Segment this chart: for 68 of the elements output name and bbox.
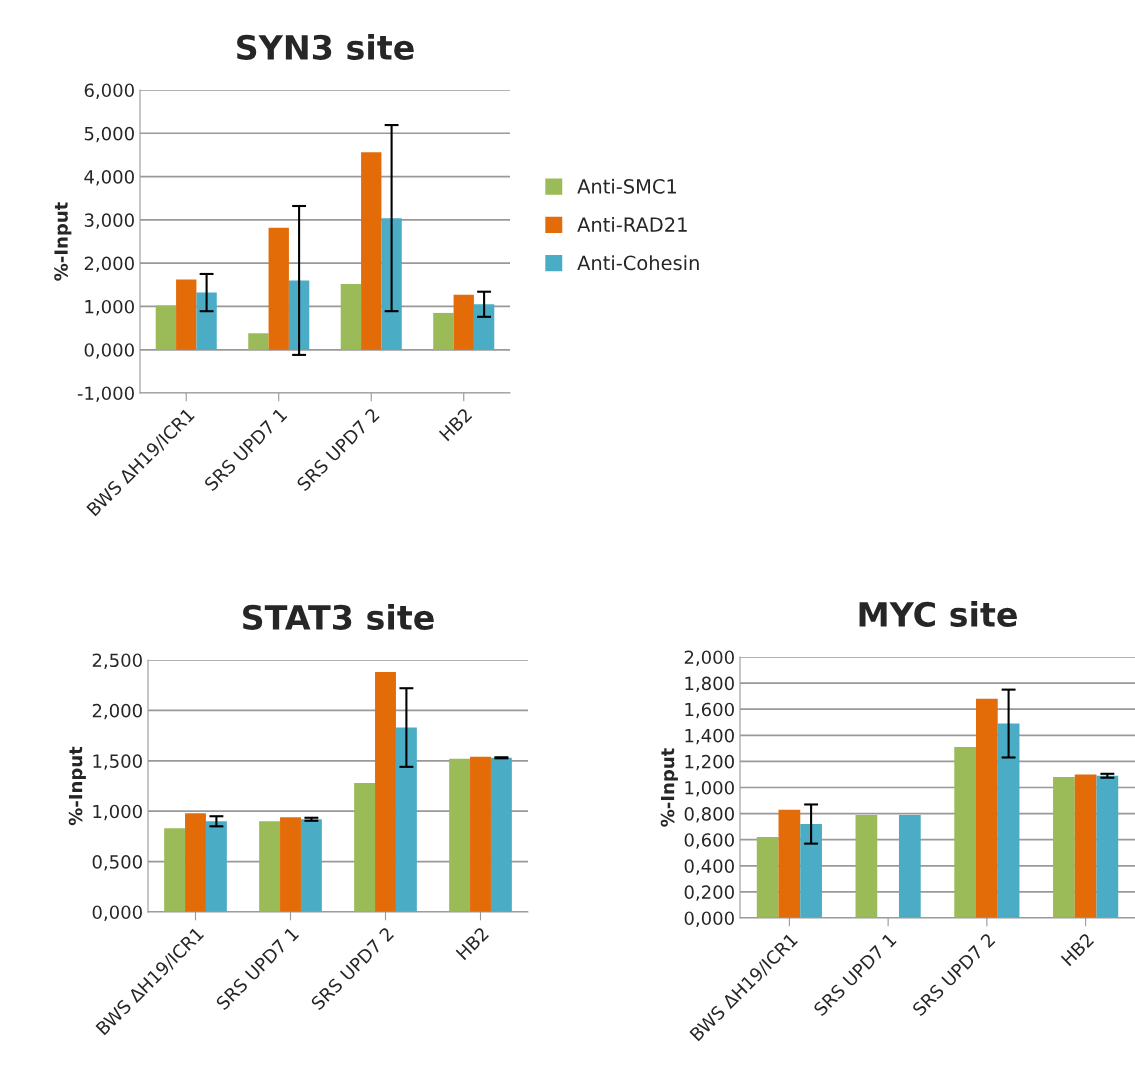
bar <box>381 218 402 350</box>
y-tick-label: 0,200 <box>684 885 734 901</box>
y-tick-label: 0,400 <box>684 859 734 875</box>
bar <box>756 837 779 918</box>
bar <box>449 758 471 912</box>
y-tick-label: 1,600 <box>685 702 734 719</box>
y-tick-label: 1,000 <box>685 780 734 797</box>
y-tick-label: 1,000 <box>85 299 134 316</box>
y-tick-label: 5,000 <box>84 126 134 143</box>
bar <box>1074 774 1097 918</box>
bar <box>155 305 177 350</box>
y-tick-label: 2,000 <box>92 703 142 720</box>
y-tick-label: 2,500 <box>92 653 142 669</box>
bar <box>248 333 269 350</box>
chart-title: MYC site <box>859 601 1017 627</box>
bar <box>268 227 289 350</box>
y-axis-title: %-Input <box>54 202 72 281</box>
y-tick-label: 0,600 <box>684 833 734 849</box>
bar <box>176 279 197 350</box>
chart-title: SYN3 site <box>237 34 414 60</box>
y-tick-label: 1,800 <box>685 676 734 693</box>
chart-title: STAT3 site <box>243 604 434 630</box>
bar <box>997 723 1020 918</box>
y-tick-label: 0,000 <box>92 905 142 921</box>
bar <box>1053 777 1075 918</box>
bar <box>340 283 362 350</box>
y-axis-title: %-Input <box>68 746 86 826</box>
bar <box>205 821 227 912</box>
bar <box>954 747 977 918</box>
bar <box>395 727 417 912</box>
bar <box>433 312 454 350</box>
bar <box>280 817 301 912</box>
bar <box>473 304 495 350</box>
bar <box>855 814 878 918</box>
y-tick-label: 1,200 <box>685 754 734 771</box>
bar <box>164 828 186 912</box>
y-tick-label: 1,400 <box>685 728 734 745</box>
y-tick-label: 0,800 <box>684 807 734 823</box>
y-tick-label: 0,500 <box>92 855 142 871</box>
bar <box>354 782 376 912</box>
y-tick-label: 6,000 <box>84 83 134 99</box>
bar <box>976 698 998 918</box>
bar <box>300 819 322 912</box>
bar <box>196 292 217 350</box>
legend-label: Anti-Cohesin <box>577 255 699 271</box>
y-tick-label: 3,000 <box>84 213 134 229</box>
bar <box>361 152 382 350</box>
bar <box>898 814 921 918</box>
y-tick-label: 0,000 <box>684 911 734 927</box>
y-tick-label: 1,500 <box>93 754 142 770</box>
bar <box>1096 775 1119 918</box>
bar <box>490 757 512 912</box>
bar <box>453 294 474 350</box>
bar <box>800 824 822 918</box>
y-tick-label: 2,000 <box>684 650 734 666</box>
y-tick-label: 4,000 <box>84 170 134 186</box>
y-tick-label: 2,000 <box>84 256 134 273</box>
y-tick-label: -1,000 <box>77 386 134 402</box>
y-tick-label: 1,000 <box>93 804 142 821</box>
bar <box>470 756 491 912</box>
legend-label: Anti-RAD21 <box>577 216 687 232</box>
y-tick-label: 0,000 <box>84 343 134 359</box>
y-axis-title: %-Input <box>660 748 678 827</box>
bar <box>778 809 801 918</box>
legend-label: Anti-SMC1 <box>577 178 677 194</box>
bar <box>185 813 206 912</box>
bar <box>375 672 396 912</box>
bar <box>259 821 281 912</box>
